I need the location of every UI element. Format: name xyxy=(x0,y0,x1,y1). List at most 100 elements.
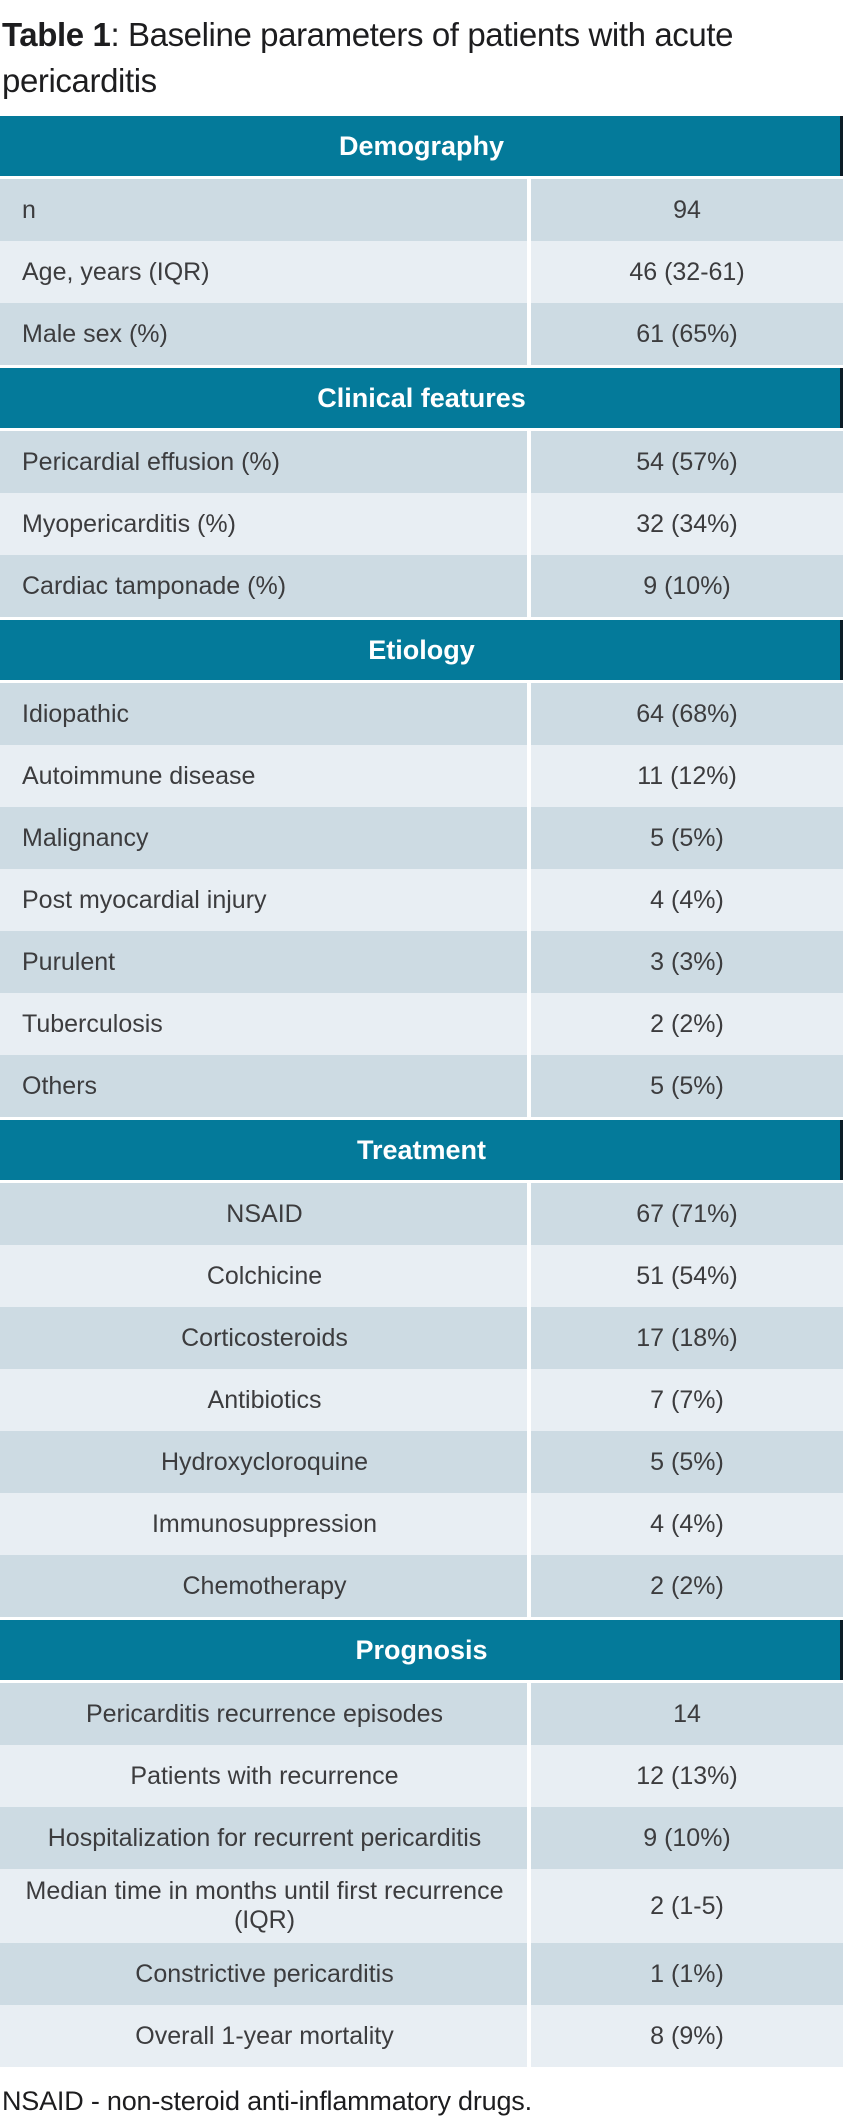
section-header-demography: Demography xyxy=(0,116,843,177)
column-divider xyxy=(527,1431,531,1494)
column-divider xyxy=(527,1369,531,1432)
table-row: Colchicine 51 (54%) xyxy=(0,1245,843,1308)
row-value: 17 (18%) xyxy=(636,1323,738,1352)
table-row: Male sex (%) 61 (65%) xyxy=(0,303,843,366)
row-value: 5 (5%) xyxy=(650,823,724,852)
column-divider xyxy=(527,1869,531,1944)
table-row: Pericarditis recurrence episodes 14 xyxy=(0,1683,843,1746)
section-header-prognosis: Prognosis xyxy=(0,1620,843,1681)
row-value: 14 xyxy=(673,1699,701,1728)
row-value: 11 (12%) xyxy=(637,761,737,790)
table-row: Median time in months until first recurr… xyxy=(0,1869,843,1944)
table-row: Idiopathic 64 (68%) xyxy=(0,683,843,746)
column-divider xyxy=(527,1183,531,1246)
column-divider xyxy=(527,683,531,746)
row-label: Hydroxycloroquine xyxy=(160,1447,369,1476)
column-divider xyxy=(527,1745,531,1808)
table-row: Age, years (IQR) 46 (32-61) xyxy=(0,241,843,304)
table-row: Antibiotics 7 (7%) xyxy=(0,1369,843,1432)
column-divider xyxy=(527,431,531,494)
row-value: 2 (1-5) xyxy=(650,1891,724,1920)
row-label: Others xyxy=(22,1071,98,1100)
table-row: Purulent 3 (3%) xyxy=(0,931,843,994)
row-label: NSAID xyxy=(226,1199,303,1228)
row-value: 64 (68%) xyxy=(636,699,738,728)
table-row: Post myocardial injury 4 (4%) xyxy=(0,869,843,932)
row-label: Median time in months until first recurr… xyxy=(25,1877,504,1935)
row-label: Constrictive pericarditis xyxy=(135,1959,394,1988)
row-label: Male sex (%) xyxy=(22,319,168,348)
row-value: 51 (54%) xyxy=(636,1261,738,1290)
column-divider xyxy=(527,1555,531,1618)
table-row: Chemotherapy 2 (2%) xyxy=(0,1555,843,1618)
column-divider xyxy=(527,1943,531,2006)
row-value: 12 (13%) xyxy=(636,1761,738,1790)
row-value: 9 (10%) xyxy=(643,1823,731,1852)
column-divider xyxy=(527,1493,531,1556)
row-value: 5 (5%) xyxy=(650,1071,724,1100)
column-divider xyxy=(527,993,531,1056)
row-label: Tuberculosis xyxy=(22,1009,163,1038)
table-row: Autoimmune disease 11 (12%) xyxy=(0,745,843,808)
column-divider xyxy=(527,869,531,932)
row-value: 46 (32-61) xyxy=(629,257,745,286)
column-divider xyxy=(527,303,531,366)
table-row: Tuberculosis 2 (2%) xyxy=(0,993,843,1056)
row-label: Patients with recurrence xyxy=(130,1761,399,1790)
column-divider xyxy=(527,179,531,242)
table-row: Cardiac tamponade (%) 9 (10%) xyxy=(0,555,843,618)
row-value: 61 (65%) xyxy=(636,319,738,348)
row-value: 4 (4%) xyxy=(650,885,724,914)
row-label: Autoimmune disease xyxy=(22,761,256,790)
page: Table 1: Baseline parameters of patients… xyxy=(0,12,843,2117)
baseline-parameters-table: Demography n 94 Age, years (IQR) 46 (32-61) M… xyxy=(0,116,843,2068)
row-label: Post myocardial injury xyxy=(22,885,267,914)
table-row: Hospitalization for recurrent pericardit… xyxy=(0,1807,843,1870)
table-row: Others 5 (5%) xyxy=(0,1055,843,1118)
row-label: Idiopathic xyxy=(22,699,130,728)
row-value: 9 (10%) xyxy=(643,571,731,600)
table-row: Overall 1-year mortality 8 (9%) xyxy=(0,2005,843,2068)
table-row: Corticosteroids 17 (18%) xyxy=(0,1307,843,1370)
column-divider xyxy=(527,493,531,556)
row-value: 32 (34%) xyxy=(636,509,738,538)
row-label: Purulent xyxy=(22,947,116,976)
row-label: Immunosuppression xyxy=(151,1509,378,1538)
column-divider xyxy=(527,807,531,870)
row-label: Myopericarditis (%) xyxy=(22,509,236,538)
row-value: 2 (2%) xyxy=(650,1009,724,1038)
row-label: Corticosteroids xyxy=(181,1323,348,1352)
row-value: 4 (4%) xyxy=(650,1509,724,1538)
row-value: 94 xyxy=(673,195,701,224)
table-row: Myopericarditis (%) 32 (34%) xyxy=(0,493,843,556)
column-divider xyxy=(527,1807,531,1870)
row-label: n xyxy=(22,195,36,224)
row-label: Pericardial effusion (%) xyxy=(22,447,280,476)
section-header-etiology: Etiology xyxy=(0,620,843,681)
row-value: 7 (7%) xyxy=(650,1385,724,1414)
table-number: Table 1 xyxy=(2,16,111,53)
table-caption: : Baseline parameters of patients with a… xyxy=(2,16,734,99)
section-header-clinical-features: Clinical features xyxy=(0,368,843,429)
table-row: Malignancy 5 (5%) xyxy=(0,807,843,870)
column-divider xyxy=(527,1055,531,1118)
table-row: n 94 xyxy=(0,179,843,242)
row-label: Pericarditis recurrence episodes xyxy=(85,1699,444,1728)
row-value: 54 (57%) xyxy=(636,447,738,476)
table-title: Table 1: Baseline parameters of patients… xyxy=(2,12,790,103)
row-label: Hospitalization for recurrent pericardit… xyxy=(47,1823,482,1852)
row-value: 5 (5%) xyxy=(650,1447,724,1476)
row-label: Malignancy xyxy=(22,823,149,852)
column-divider xyxy=(527,2005,531,2068)
row-label: Age, years (IQR) xyxy=(22,257,210,286)
row-label: Chemotherapy xyxy=(182,1571,347,1600)
column-divider xyxy=(527,1245,531,1308)
table-row: Pericardial effusion (%) 54 (57%) xyxy=(0,431,843,494)
column-divider xyxy=(527,745,531,808)
row-value: 1 (1%) xyxy=(650,1959,724,1988)
column-divider xyxy=(527,555,531,618)
table-row: NSAID 67 (71%) xyxy=(0,1183,843,1246)
column-divider xyxy=(527,1307,531,1370)
row-value: 67 (71%) xyxy=(636,1199,738,1228)
column-divider xyxy=(527,241,531,304)
